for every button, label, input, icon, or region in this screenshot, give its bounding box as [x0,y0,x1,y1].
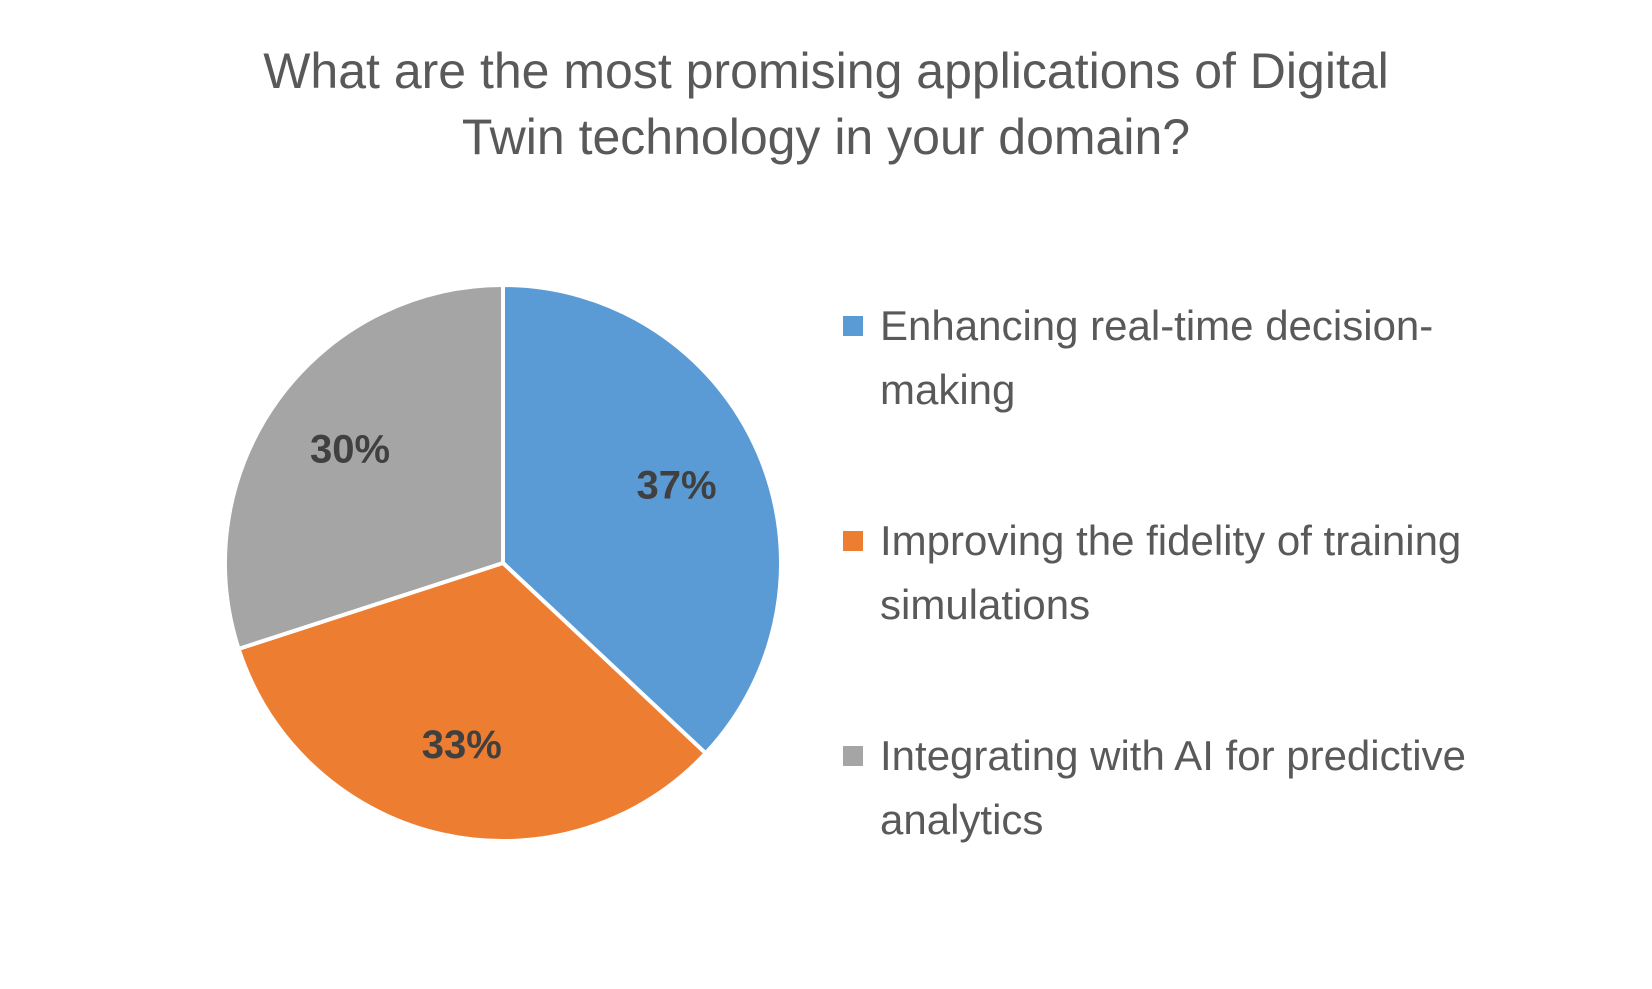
legend-label: Integrating with AI for predictive analy… [880,732,1466,843]
pie-slice [236,561,708,843]
pie-slice [501,283,783,756]
data-label: 33% [422,723,502,767]
legend-swatch [843,316,863,336]
chart-title: What are the most promising applications… [263,43,1389,165]
legend-swatch [843,531,863,551]
data-label: 30% [310,427,390,471]
legend-label: Improving the fidelity of training simul… [880,517,1462,628]
data-label: 37% [636,463,716,507]
pie-slice [223,283,505,651]
legend-swatch [843,746,863,766]
legend-label: Enhancing real-time decision-making [880,302,1434,413]
